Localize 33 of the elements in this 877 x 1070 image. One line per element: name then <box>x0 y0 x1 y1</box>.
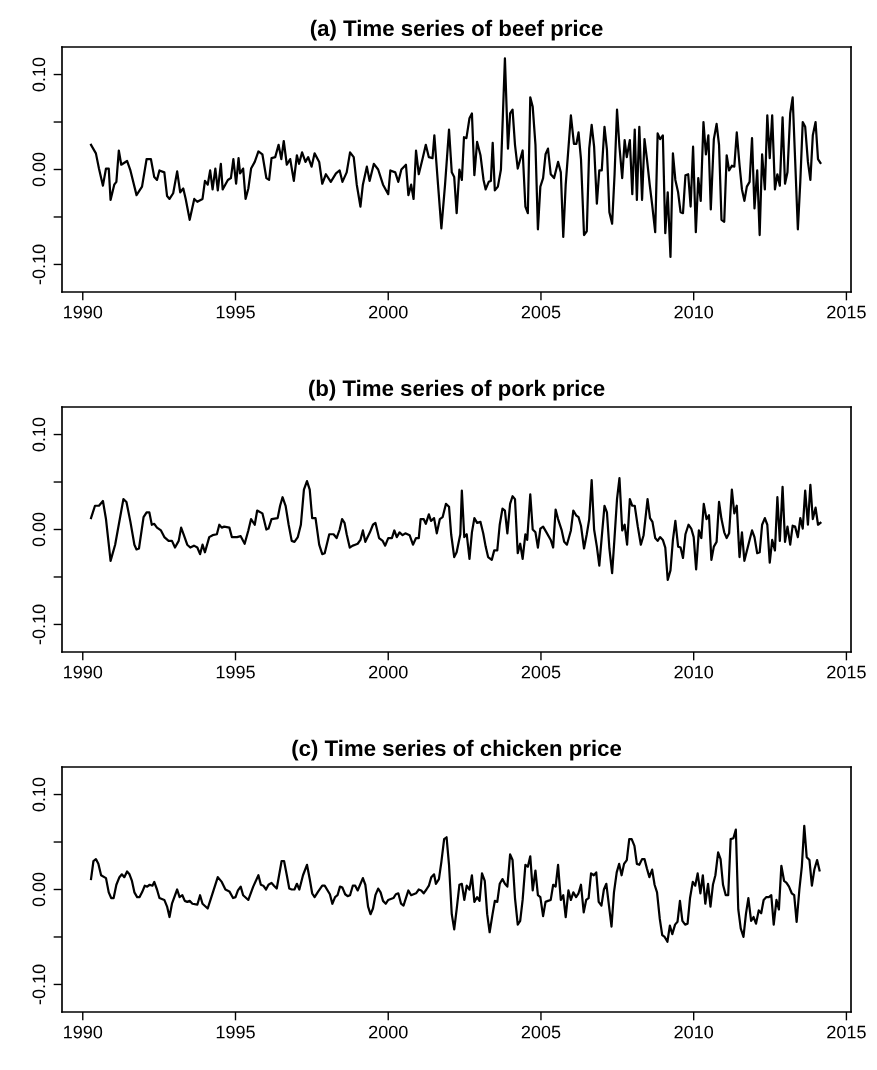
x-tick-label: 2015 <box>827 1025 866 1039</box>
chart-title: (c) Time series of chicken price <box>292 739 622 761</box>
line-series <box>89 477 822 581</box>
x-tick-label: 1990 <box>64 305 103 319</box>
x-tick-label: 2010 <box>674 1025 714 1039</box>
chart-title: (a) Time series of beef price <box>310 19 603 41</box>
x-tick-label: 2005 <box>521 1025 561 1039</box>
x-tick-label: 1995 <box>216 665 255 679</box>
y-tick-label: 0.10 <box>32 417 46 452</box>
x-tick-label: 1990 <box>64 665 103 679</box>
x-tick-label: 1990 <box>64 1025 103 1039</box>
y-tick-label: 0.00 <box>32 512 46 547</box>
x-tick-label: 2000 <box>369 305 408 319</box>
x-tick-label: 2010 <box>674 305 714 319</box>
x-tick-label: 2000 <box>369 665 408 679</box>
x-tick-label: 1995 <box>216 305 255 319</box>
x-tick-label: 2015 <box>827 305 866 319</box>
line-series <box>89 824 821 943</box>
x-tick-label: 2005 <box>521 305 561 319</box>
x-tick-label: 2005 <box>521 665 561 679</box>
y-tick-label: 0.10 <box>32 777 46 812</box>
x-tick-label: 1995 <box>216 1025 255 1039</box>
y-tick-label: 0.00 <box>32 872 46 907</box>
y-tick-label: -0.10 <box>32 604 46 645</box>
chart-title: (b) Time series of pork price <box>309 379 605 401</box>
y-tick-label: -0.10 <box>32 964 46 1005</box>
x-tick-label: 2000 <box>369 1025 408 1039</box>
y-tick-label: -0.10 <box>32 244 46 285</box>
y-tick-label: 0.00 <box>32 152 46 187</box>
y-tick-label: 0.10 <box>32 57 46 92</box>
x-tick-label: 2010 <box>674 665 714 679</box>
x-tick-label: 2015 <box>827 665 866 679</box>
line-series <box>89 57 822 258</box>
